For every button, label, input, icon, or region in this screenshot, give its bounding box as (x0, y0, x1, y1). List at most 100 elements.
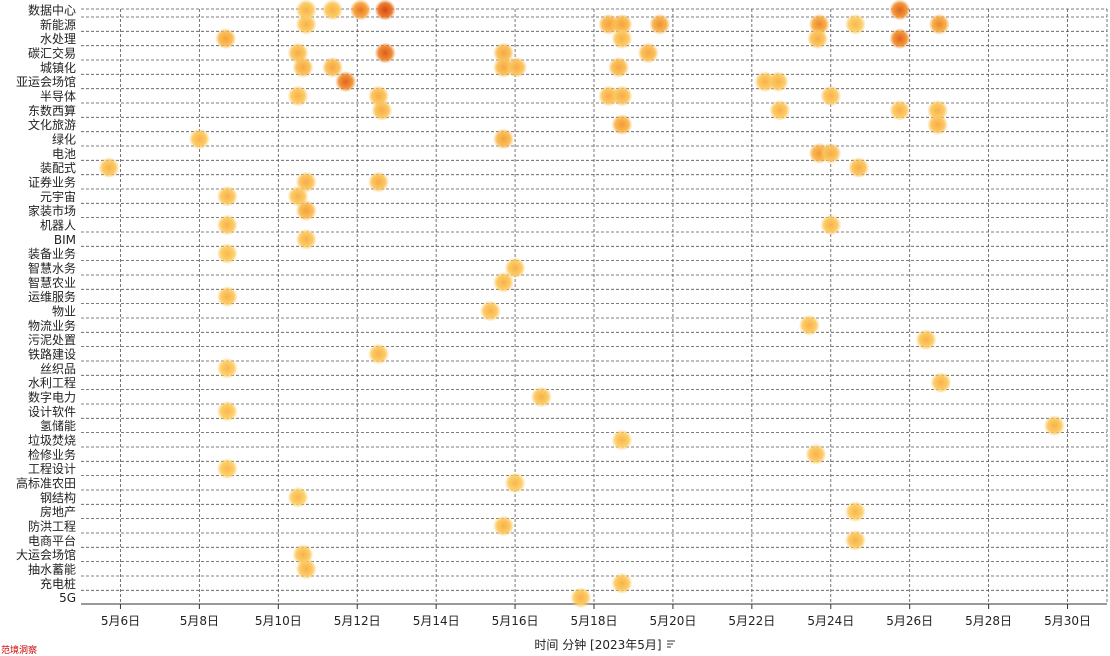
scatter-point[interactable] (769, 99, 791, 121)
category-label: 丝织品 (40, 362, 76, 376)
scatter-point[interactable] (287, 85, 309, 107)
scatter-point[interactable] (530, 386, 552, 408)
scatter-point[interactable] (216, 243, 238, 265)
category-label: 证券业务 (28, 174, 76, 189)
category-label: 设计软件 (28, 405, 76, 419)
category-label: 物流业务 (28, 318, 76, 333)
category-label: 家装市场 (28, 203, 76, 218)
scatter-point[interactable] (216, 458, 238, 480)
category-label: 房地产 (40, 504, 76, 519)
scatter-point[interactable] (493, 515, 515, 537)
scatter-point[interactable] (335, 71, 357, 93)
scatter-point[interactable] (368, 171, 390, 193)
scatter-point[interactable] (1043, 415, 1065, 437)
scatter-point[interactable] (807, 28, 829, 50)
points-layer (98, 0, 1065, 609)
scatter-point[interactable] (295, 200, 317, 222)
scatter-point[interactable] (295, 13, 317, 35)
scatter-point[interactable] (322, 0, 344, 21)
scatter-point[interactable] (798, 314, 820, 336)
scatter-point[interactable] (493, 128, 515, 150)
category-label: 大运会场馆 (16, 547, 76, 562)
scatter-point[interactable] (216, 214, 238, 236)
category-label: 数字电力 (28, 389, 76, 404)
scatter-point[interactable] (649, 13, 671, 35)
x-axis-title-icon (667, 640, 675, 648)
category-label: 智慧水务 (28, 260, 76, 275)
category-label: 新能源 (40, 17, 76, 32)
x-tick-label: 5月24日 (807, 614, 854, 628)
category-label: 亚运会场馆 (16, 74, 76, 89)
category-label: 绿化 (52, 131, 76, 146)
category-label: 装配式 (40, 161, 76, 175)
scatter-point[interactable] (611, 85, 633, 107)
scatter-point[interactable] (215, 28, 237, 50)
scatter-point[interactable] (292, 56, 314, 78)
scatter-point[interactable] (216, 357, 238, 379)
scatter-point[interactable] (611, 429, 633, 451)
scatter-point[interactable] (322, 56, 344, 78)
scatter-point[interactable] (844, 529, 866, 551)
scatter-point[interactable] (368, 343, 390, 365)
scatter-point[interactable] (504, 257, 526, 279)
scatter-point[interactable] (889, 0, 911, 21)
scatter-point[interactable] (295, 558, 317, 580)
scatter-point[interactable] (570, 587, 592, 609)
scatter-point[interactable] (188, 128, 210, 150)
category-label: 5G (59, 591, 76, 605)
scatter-point[interactable] (927, 114, 949, 136)
category-label: 碳汇交易 (28, 45, 76, 60)
x-tick-label: 5月22日 (728, 614, 775, 628)
category-label: 物业 (52, 304, 76, 318)
scatter-point[interactable] (848, 157, 870, 179)
x-tick-label: 5月30日 (1044, 614, 1091, 628)
scatter-point[interactable] (820, 142, 842, 164)
scatter-point[interactable] (930, 372, 952, 394)
scatter-point[interactable] (820, 85, 842, 107)
category-label: 水处理 (40, 32, 76, 46)
category-label: 铁路建设 (28, 346, 76, 361)
scatter-point[interactable] (479, 300, 501, 322)
watermark: 范境洞察 (1, 644, 37, 656)
category-label: 机器人 (40, 218, 76, 232)
scatter-point[interactable] (350, 0, 372, 21)
category-label: 防洪工程 (28, 518, 76, 533)
scatter-point[interactable] (805, 443, 827, 465)
x-tick-label: 5月14日 (413, 614, 460, 628)
scatter-point[interactable] (915, 329, 937, 351)
x-tick-label: 5月12日 (334, 614, 381, 628)
scatter-point[interactable] (506, 56, 528, 78)
scatter-point[interactable] (371, 99, 393, 121)
scatter-point[interactable] (493, 271, 515, 293)
scatter-point[interactable] (820, 214, 842, 236)
scatter-point[interactable] (767, 71, 789, 93)
scatter-point[interactable] (844, 13, 866, 35)
scatter-point[interactable] (928, 13, 950, 35)
scatter-point[interactable] (889, 28, 911, 50)
scatter-point[interactable] (844, 501, 866, 523)
scatter-point[interactable] (637, 42, 659, 64)
scatter-point[interactable] (216, 185, 238, 207)
category-label: 检修业务 (28, 447, 76, 462)
grid-layer (81, 8, 1108, 605)
scatter-point[interactable] (374, 42, 396, 64)
scatter-point[interactable] (295, 228, 317, 250)
category-label: 半导体 (40, 89, 76, 103)
x-tick-label: 5月20日 (649, 614, 696, 628)
scatter-point[interactable] (216, 400, 238, 422)
x-tick-label: 5月26日 (886, 614, 933, 628)
scatter-point[interactable] (287, 486, 309, 508)
scatter-point[interactable] (611, 28, 633, 50)
scatter-point[interactable] (374, 0, 396, 21)
scatter-point[interactable] (889, 99, 911, 121)
scatter-point[interactable] (504, 472, 526, 494)
scatter-point[interactable] (216, 286, 238, 308)
category-label: 污泥处置 (28, 333, 76, 347)
x-tick-label: 5月16日 (492, 614, 539, 628)
scatter-point[interactable] (98, 157, 120, 179)
x-tick-label: 5月28日 (965, 614, 1012, 628)
scatter-point[interactable] (611, 572, 633, 594)
scatter-point[interactable] (611, 114, 633, 136)
scatter-point[interactable] (608, 56, 630, 78)
